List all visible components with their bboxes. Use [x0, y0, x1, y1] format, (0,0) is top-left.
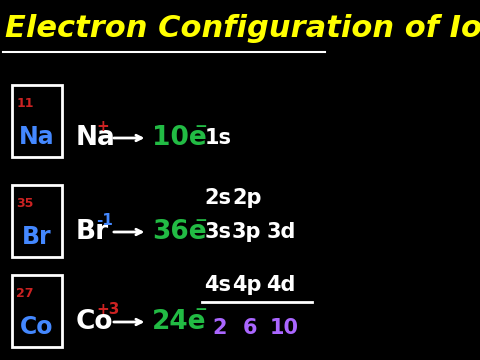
Text: 24e: 24e — [152, 309, 206, 335]
Text: Br: Br — [75, 219, 108, 245]
Text: 4d: 4d — [266, 275, 296, 295]
Text: 2p: 2p — [232, 188, 262, 208]
Text: 35: 35 — [16, 197, 34, 210]
Text: 27: 27 — [16, 287, 34, 300]
Text: 2: 2 — [212, 318, 227, 338]
Text: Co: Co — [75, 309, 113, 335]
Text: 1s: 1s — [204, 128, 231, 148]
Text: 3d: 3d — [266, 222, 296, 242]
Text: 10: 10 — [270, 318, 299, 338]
Text: +3: +3 — [96, 302, 120, 318]
Text: 36e: 36e — [152, 219, 207, 245]
Bar — [12, 185, 61, 257]
Text: −: − — [194, 212, 207, 228]
Text: Co: Co — [20, 315, 54, 339]
Text: +: + — [96, 118, 108, 134]
Text: 11: 11 — [16, 97, 34, 110]
Text: 3s: 3s — [204, 222, 231, 242]
Text: 10e: 10e — [152, 125, 207, 151]
Text: Br: Br — [22, 225, 52, 249]
Text: 4s: 4s — [204, 275, 231, 295]
Text: 2s: 2s — [204, 188, 231, 208]
Text: 3p: 3p — [232, 222, 262, 242]
Text: -1: -1 — [96, 212, 113, 228]
Text: −: − — [194, 118, 207, 134]
Text: Na: Na — [75, 125, 115, 151]
Text: Na: Na — [19, 125, 55, 149]
Text: −: − — [194, 302, 207, 318]
Bar — [12, 85, 61, 157]
Text: Electron Configuration of Ions: Electron Configuration of Ions — [5, 14, 480, 42]
Text: 4p: 4p — [232, 275, 262, 295]
Text: 6: 6 — [243, 318, 257, 338]
Bar — [12, 275, 61, 347]
